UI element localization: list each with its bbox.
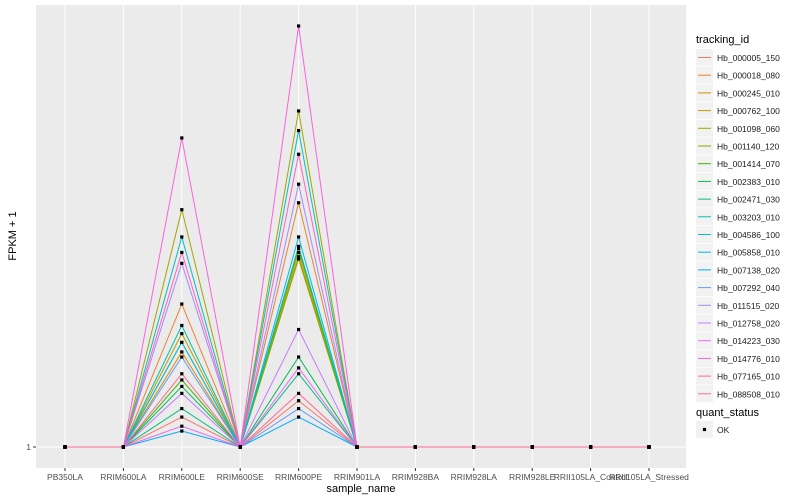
legend-label: Hb_000245_010	[717, 88, 780, 98]
x-tick-label: RRII105LA_Stressed	[609, 472, 689, 482]
x-tick-label: RRIM928LE	[509, 472, 556, 482]
data-point	[472, 445, 476, 449]
x-tick-label: RRII105LA_Control	[554, 472, 628, 482]
y-axis-title: FPKM + 1	[7, 211, 19, 260]
data-point	[297, 255, 301, 259]
data-point	[180, 323, 184, 328]
shape-legend: quant_status OK	[696, 407, 759, 438]
data-point	[297, 128, 301, 133]
data-point	[297, 244, 301, 248]
legend-label: Hb_077165_010	[717, 372, 780, 382]
x-axis-title: sample_name	[326, 483, 395, 495]
data-point	[297, 246, 301, 250]
data-point	[297, 327, 301, 332]
data-point	[180, 235, 184, 239]
legend-label: Hb_000005_150	[717, 53, 780, 63]
x-tick-label: RRIM901LA	[334, 472, 381, 482]
data-point	[180, 261, 184, 265]
x-tick-label: PB350LA	[47, 472, 83, 482]
data-point	[297, 257, 301, 261]
legend-label: Hb_002383_010	[717, 177, 780, 187]
plot-background	[36, 5, 686, 468]
shape-legend-label: OK	[717, 425, 730, 435]
data-point	[297, 201, 301, 205]
data-point	[180, 415, 184, 419]
data-point	[180, 406, 184, 411]
data-point	[121, 445, 125, 449]
legend-label: Hb_012758_020	[717, 319, 780, 329]
data-point	[297, 182, 301, 186]
data-point	[238, 445, 242, 449]
data-point	[297, 235, 301, 239]
data-point	[180, 136, 184, 140]
data-point	[413, 445, 417, 449]
legend-label: Hb_001414_070	[717, 159, 780, 169]
data-point	[297, 415, 301, 419]
legend-label: Hb_001098_060	[717, 124, 780, 134]
x-tick-label: RRIM600PE	[275, 472, 323, 482]
data-point	[180, 302, 184, 306]
data-point	[297, 250, 301, 255]
y-axis: 1	[26, 442, 36, 452]
shape-legend-symbol	[702, 427, 707, 432]
legend-label: Hb_000762_100	[717, 106, 780, 116]
legend-label: Hb_007138_020	[717, 265, 780, 275]
x-tick-label: RRIM600LA	[100, 472, 147, 482]
data-point	[180, 340, 184, 345]
x-axis: PB350LA RRIM600LA RRIM600LE RRIM600SE RRIM60…	[47, 468, 689, 482]
data-point	[297, 406, 301, 411]
data-point	[297, 391, 301, 395]
data-point	[647, 445, 651, 449]
shape-legend-title: quant_status	[696, 407, 759, 419]
data-point	[180, 372, 184, 376]
data-point	[355, 445, 359, 449]
y-tick-label: 1	[26, 442, 31, 452]
legend-label: Hb_014223_030	[717, 336, 780, 346]
data-point	[297, 152, 301, 156]
legend-label: Hb_003203_010	[717, 212, 780, 222]
legend-label: Hb_000018_080	[717, 71, 780, 81]
legend-label: Hb_014776_010	[717, 354, 780, 364]
data-points	[63, 24, 651, 449]
data-point	[297, 109, 301, 113]
legend-label: Hb_005858_010	[717, 248, 780, 258]
legend-title: tracking_id	[696, 34, 749, 46]
data-point	[180, 332, 184, 336]
data-point	[530, 445, 534, 449]
legend-label: Hb_001140_120	[717, 142, 780, 152]
data-point	[297, 372, 301, 376]
legend-label: Hb_002471_030	[717, 195, 780, 205]
legend-label: Hb_088508_010	[717, 389, 780, 399]
data-point	[180, 424, 184, 428]
data-point	[297, 399, 301, 403]
legend-label: Hb_004586_100	[717, 230, 780, 240]
x-tick-label: RRIM600LE	[159, 472, 206, 482]
data-point	[180, 384, 184, 389]
data-point	[180, 378, 184, 382]
data-point	[180, 350, 184, 354]
data-point	[180, 250, 184, 255]
data-point	[297, 24, 301, 28]
x-tick-label: RRIM600SE	[217, 472, 265, 482]
data-point	[297, 355, 301, 359]
legend-label: Hb_007292_040	[717, 283, 780, 293]
data-point	[180, 355, 184, 359]
data-point	[180, 391, 184, 395]
data-point	[63, 445, 67, 449]
data-point	[297, 366, 301, 370]
data-point	[589, 445, 593, 449]
x-tick-label: RRIM928LA	[451, 472, 498, 482]
data-point	[180, 208, 184, 212]
x-tick-label: RRIM928BA	[392, 472, 440, 482]
color-legend: tracking_id Hb_000005_150 Hb_000018_080 Hb…	[696, 34, 780, 403]
data-point	[180, 429, 184, 433]
legend-label: Hb_011515_020	[717, 301, 780, 311]
